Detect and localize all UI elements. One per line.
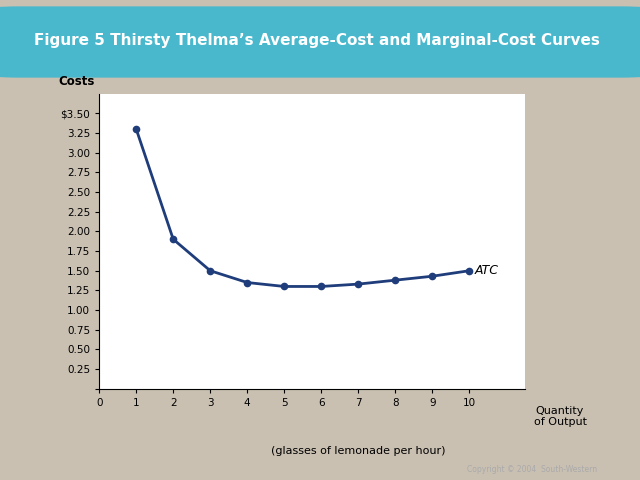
Text: Costs: Costs [59, 75, 95, 88]
Text: Quantity
of Output: Quantity of Output [534, 406, 586, 427]
Text: ATC: ATC [475, 264, 499, 277]
Text: Copyright © 2004  South-Western: Copyright © 2004 South-Western [467, 465, 597, 474]
FancyBboxPatch shape [0, 6, 640, 78]
Text: (glasses of lemonade per hour): (glasses of lemonade per hour) [271, 446, 445, 456]
Text: Figure 5 Thirsty Thelma’s Average-Cost and Marginal-Cost Curves: Figure 5 Thirsty Thelma’s Average-Cost a… [34, 33, 600, 48]
